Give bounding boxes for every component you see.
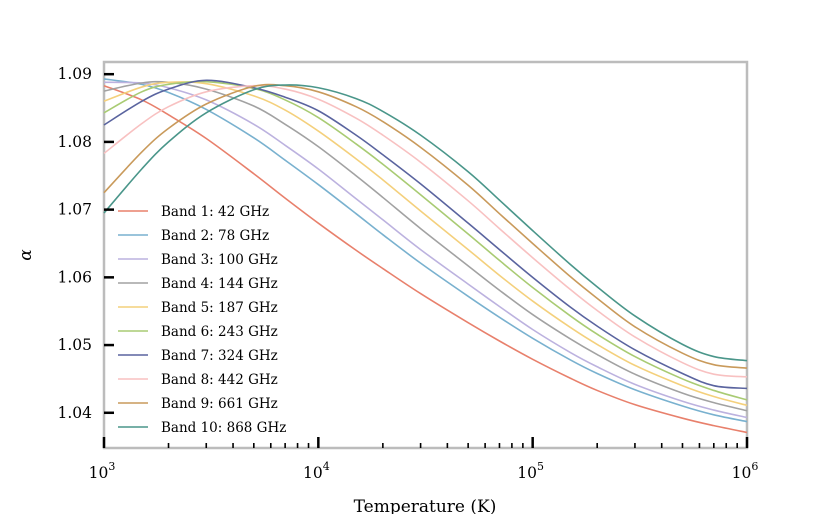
series-line-band-1 [103, 84, 748, 434]
legend-label-band-6: Band 6: 243 GHz [161, 324, 278, 340]
series-line-band-5 [103, 81, 748, 407]
legend: Band 1: 42 GHz Band 2: 78 GHz Band 3: 100 … [118, 204, 286, 436]
legend-label-band-5: Band 5: 187 GHz [161, 300, 278, 316]
y-tick-label: 1.06 [57, 268, 92, 286]
legend-label-band-4: Band 4: 144 GHz [161, 276, 278, 292]
y-tick-label: 1.05 [57, 336, 92, 354]
plot-area-frame [102, 60, 749, 450]
y-tick-label: 1.08 [57, 133, 92, 151]
legend-label-band-9: Band 9: 661 GHz [161, 396, 278, 412]
x-tick-label: 105 [517, 460, 544, 482]
x-axis-ticks: 103 104 105 106 [89, 437, 759, 482]
series-line-band-10 [103, 84, 748, 362]
series-line-band-9 [103, 83, 748, 369]
y-tick-label: 1.04 [57, 404, 92, 422]
legend-label-band-1: Band 1: 42 GHz [161, 204, 269, 220]
series-layer [103, 78, 748, 434]
series-line-band-3 [103, 81, 748, 419]
x-tick-label: 104 [303, 460, 330, 482]
y-axis-label: α [16, 249, 36, 261]
x-axis-label: Temperature (K) [354, 497, 497, 514]
series-line-band-8 [103, 84, 748, 378]
series-line-band-7 [103, 79, 748, 390]
series-line-band-2 [103, 78, 748, 423]
legend-label-band-3: Band 3: 100 GHz [161, 252, 278, 268]
series-line-band-4 [103, 80, 748, 412]
series-line-band-6 [103, 80, 748, 401]
y-tick-label: 1.07 [57, 201, 92, 219]
legend-label-band-8: Band 8: 442 GHz [161, 372, 278, 388]
y-axis-ticks: 1.04 1.05 1.06 1.07 1.08 1.09 [57, 65, 114, 422]
x-tick-label: 106 [732, 460, 759, 482]
y-tick-label: 1.09 [57, 65, 92, 83]
x-tick-label: 103 [89, 460, 116, 482]
legend-label-band-7: Band 7: 324 GHz [161, 348, 278, 364]
legend-label-band-2: Band 2: 78 GHz [161, 228, 269, 244]
legend-label-band-10: Band 10: 868 GHz [161, 420, 286, 436]
